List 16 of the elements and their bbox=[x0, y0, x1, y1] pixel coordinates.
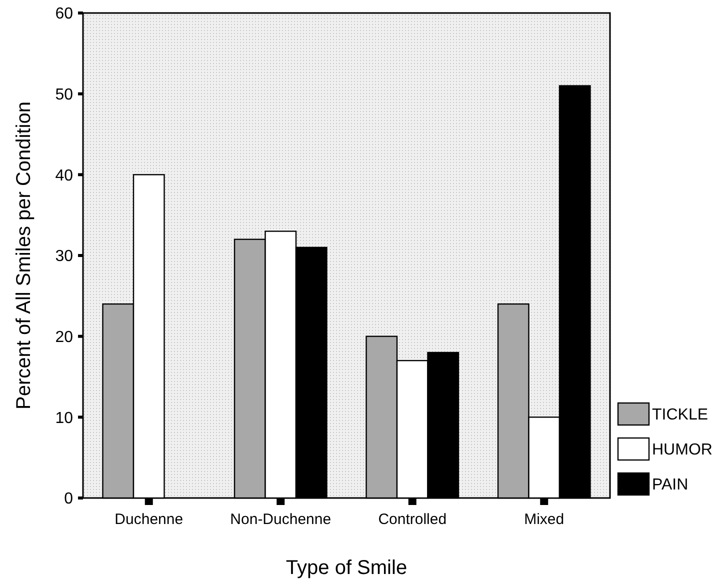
y-axis-title: Percent of All Smiles per Condition bbox=[13, 102, 35, 410]
x-tick-label: Mixed bbox=[524, 511, 564, 528]
legend-label: TICKLE bbox=[652, 406, 708, 424]
y-tick-label: 20 bbox=[55, 328, 74, 346]
legend-label: PAIN bbox=[652, 476, 688, 494]
y-tick-label: 10 bbox=[55, 410, 74, 427]
x-axis-title: Type of Smile bbox=[286, 557, 408, 579]
x-tick-label: Non-Duchenne bbox=[230, 511, 332, 528]
y-tick-label: 50 bbox=[55, 86, 74, 104]
x-tick-label: Duchenne bbox=[114, 511, 184, 528]
y-tick-label: 40 bbox=[55, 167, 74, 184]
y-tick-label: 0 bbox=[64, 490, 74, 508]
x-tick-label: Controlled bbox=[378, 511, 447, 528]
legend-label: HUMOR bbox=[652, 442, 712, 459]
y-tick-label: 60 bbox=[55, 6, 74, 23]
y-tick-label: 30 bbox=[55, 248, 74, 266]
